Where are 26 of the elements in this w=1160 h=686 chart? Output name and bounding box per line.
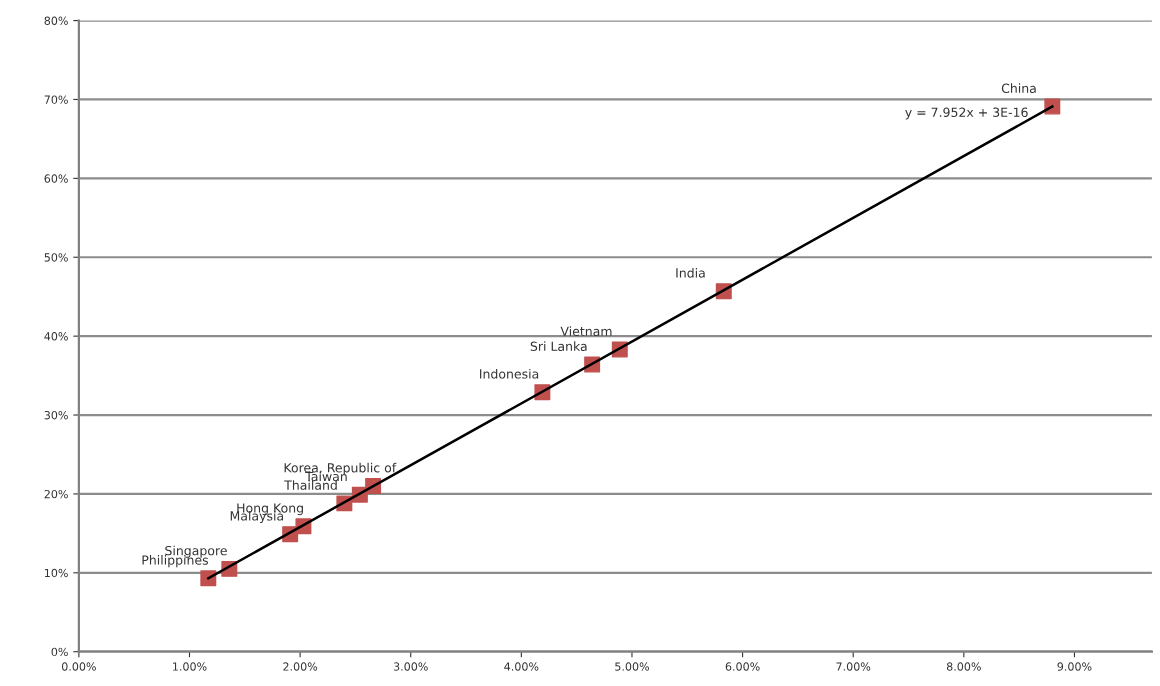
y-tick-label: 60% — [44, 174, 68, 183]
annotation: y = 7.952x + 3E-16 — [905, 107, 1028, 120]
y-tick-label: 20% — [44, 489, 68, 499]
x-tick-label: 8.00% — [946, 662, 981, 671]
data-label: Thailand — [284, 480, 337, 490]
data-label: Sri Lanka — [530, 341, 587, 352]
x-tick-label: 4.00% — [504, 662, 539, 671]
y-tick-label: 50% — [44, 253, 68, 262]
y-tick-label: 40% — [44, 332, 68, 341]
x-tick-label: 3.00% — [393, 662, 428, 671]
x-tick-label: 2.00% — [283, 662, 318, 671]
y-tick-label: 80% — [44, 16, 68, 25]
y-tick-label: 70% — [44, 95, 68, 104]
y-tick-label: 30% — [44, 411, 68, 420]
y-tick-label: 0% — [51, 647, 68, 657]
data-label: Indonesia — [480, 368, 539, 379]
x-tick-label: 9.00% — [1057, 662, 1092, 671]
data-label: China — [1001, 83, 1036, 94]
x-tick-label: 0.00% — [61, 662, 96, 671]
x-tick-label: 5.00% — [615, 662, 650, 671]
data-label: Vietnam — [560, 326, 612, 337]
data-label: India — [676, 267, 705, 278]
y-tick-label: 10% — [44, 568, 68, 578]
x-tick-label: 6.00% — [725, 662, 760, 671]
x-tick-label: 7.00% — [836, 662, 871, 671]
x-tick-label: 1.00% — [173, 662, 207, 671]
